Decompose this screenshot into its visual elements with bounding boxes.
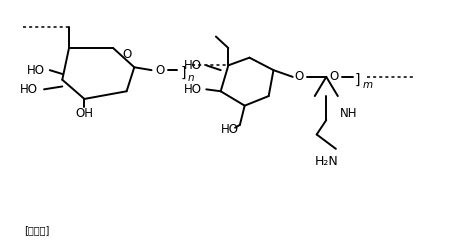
Text: O: O	[122, 48, 131, 61]
Text: O: O	[329, 70, 338, 83]
Text: HO: HO	[183, 59, 201, 72]
Text: O: O	[155, 64, 165, 77]
Text: HO: HO	[20, 83, 37, 96]
Text: HO: HO	[221, 123, 239, 136]
Text: HO: HO	[183, 83, 201, 96]
Text: [商品名]: [商品名]	[24, 226, 49, 235]
Text: ]: ]	[181, 66, 186, 80]
Text: O: O	[295, 70, 304, 83]
Text: ]: ]	[355, 73, 361, 87]
Text: m: m	[363, 79, 373, 89]
Text: NH: NH	[340, 107, 357, 120]
Text: n: n	[188, 73, 195, 83]
Text: H₂N: H₂N	[314, 155, 338, 168]
Text: OH: OH	[75, 107, 93, 120]
Text: HO: HO	[27, 64, 46, 77]
